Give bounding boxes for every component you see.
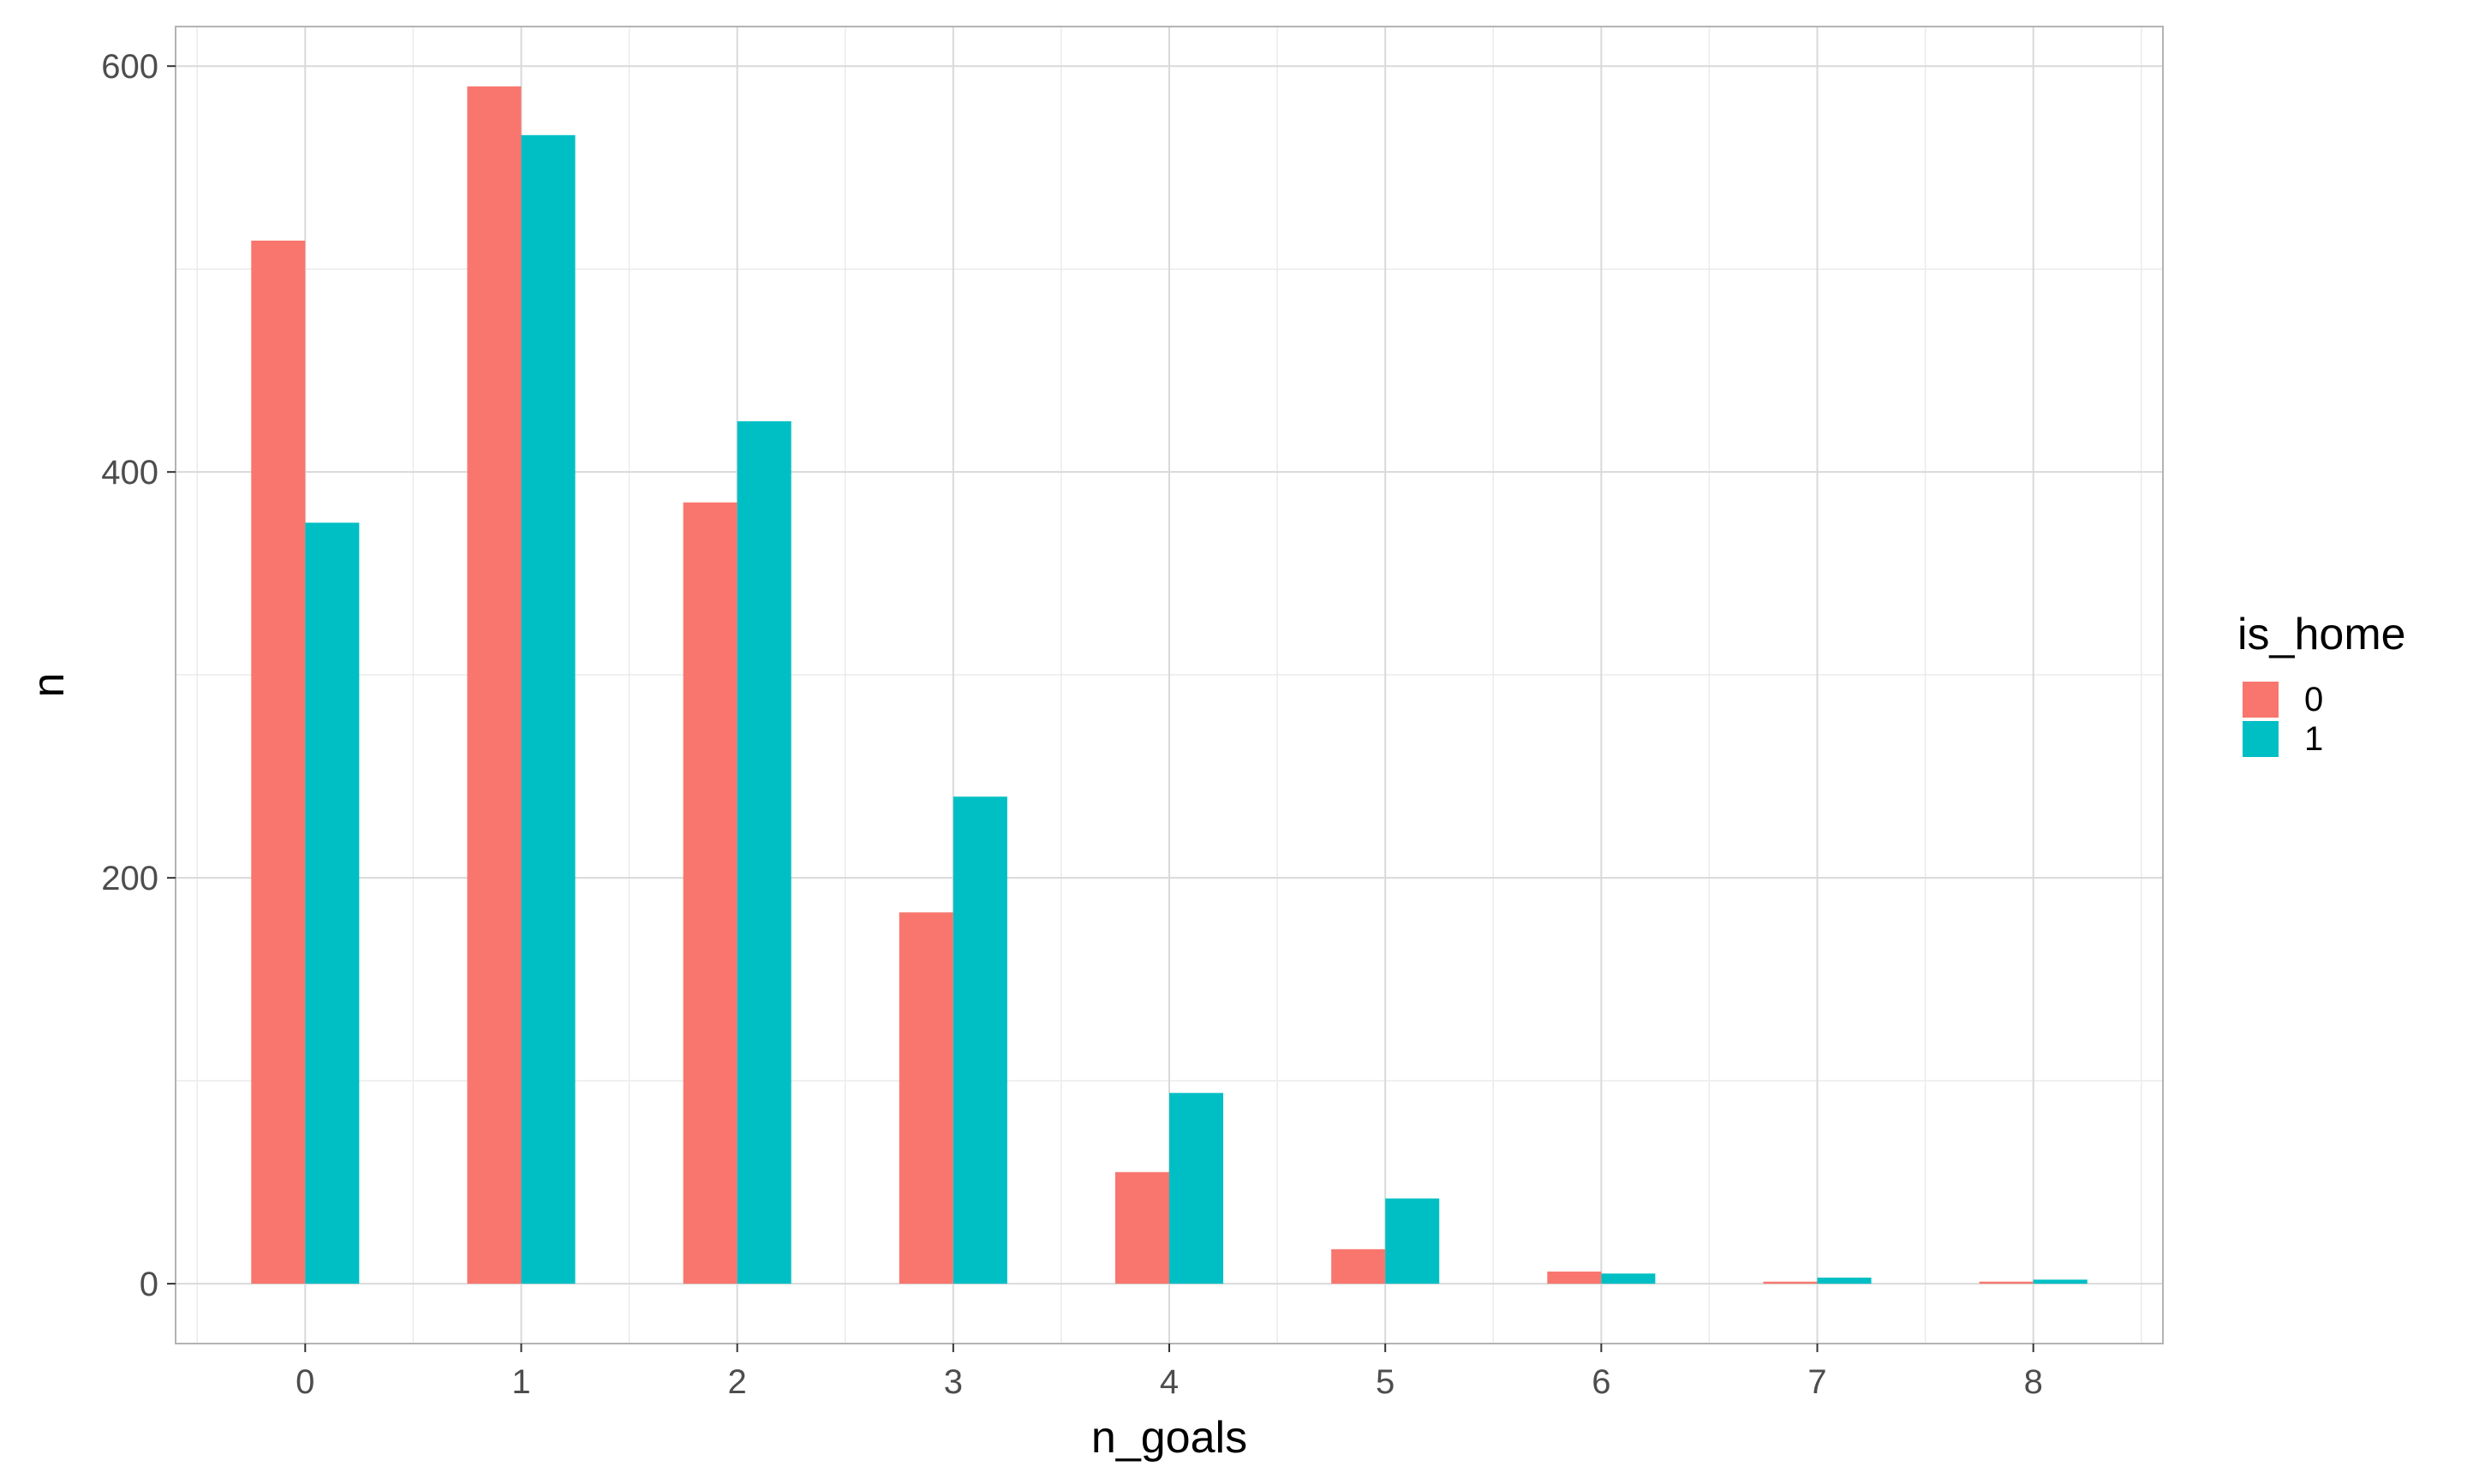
y-tick-label: 0: [140, 1266, 158, 1303]
x-tick-label: 5: [1376, 1363, 1395, 1401]
bar: [683, 502, 738, 1284]
y-tick-label: 600: [101, 48, 158, 86]
bar: [1601, 1273, 1656, 1284]
bar: [1979, 1281, 2034, 1284]
legend-label: 1: [2304, 720, 2323, 758]
bar: [521, 134, 576, 1284]
axis-layer: 0 200 400 600 0 1 2 3 4 5 6 7 8: [101, 48, 2043, 1401]
x-tick-label: 0: [296, 1363, 314, 1401]
legend: is_home 01: [2237, 610, 2406, 758]
legend-title: is_home: [2237, 610, 2406, 659]
bar: [1169, 1093, 1224, 1284]
x-tick-label: 7: [1807, 1363, 1826, 1401]
bar: [1385, 1198, 1440, 1284]
bar: [467, 86, 522, 1284]
x-tick-label: 8: [2024, 1363, 2043, 1401]
bar: [953, 796, 1007, 1284]
x-tick-label: 1: [511, 1363, 530, 1401]
bar: [251, 241, 306, 1284]
legend-key: [2243, 682, 2279, 718]
bar-layer: [251, 86, 2088, 1284]
bar: [1547, 1271, 1602, 1284]
legend-key: [2243, 721, 2279, 757]
y-axis-title: n: [24, 673, 74, 698]
bar: [1763, 1281, 1818, 1284]
bar: [2033, 1279, 2088, 1284]
x-tick-label: 6: [1592, 1363, 1610, 1401]
bar: [899, 912, 953, 1284]
y-tick-label: 400: [101, 454, 158, 492]
bar: [1114, 1171, 1169, 1284]
bar: [305, 522, 360, 1284]
legend-label: 0: [2304, 681, 2323, 718]
x-tick-label: 4: [1160, 1363, 1179, 1401]
x-tick-label: 2: [728, 1363, 747, 1401]
bar: [737, 420, 791, 1284]
x-tick-label: 3: [944, 1363, 963, 1401]
bar: [1817, 1277, 1872, 1284]
x-axis-title: n_goals: [1091, 1413, 1247, 1463]
bar: [1331, 1249, 1386, 1284]
y-tick-label: 200: [101, 860, 158, 897]
